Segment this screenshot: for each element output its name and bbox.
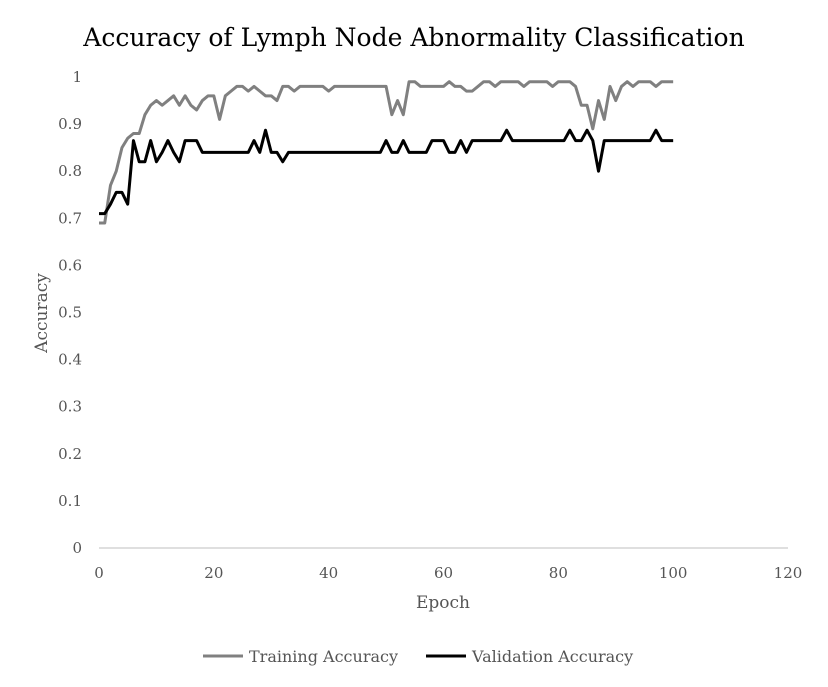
y-tick-label: 0.4 [58,351,82,369]
legend-label-validation: Validation Accuracy [471,647,633,666]
x-tick-label: 80 [549,564,568,582]
legend: Training Accuracy Validation Accuracy [203,647,633,666]
y-tick-label: 0.2 [58,445,82,463]
x-axis-label: Epoch [416,593,470,613]
x-tick-label: 40 [319,564,338,582]
x-tick-label: 20 [204,564,223,582]
chart-title: Accuracy of Lymph Node Abnormality Class… [82,23,744,52]
y-tick-label: 0.5 [58,304,82,322]
series-line-training [99,80,674,225]
x-tick-label: 120 [774,564,803,582]
y-tick-label: 0.8 [58,162,82,180]
y-tick-label: 0.6 [58,256,82,274]
legend-label-training: Training Accuracy [249,647,398,666]
y-tick-label: 0 [72,539,82,557]
y-tick-label: 0.3 [58,398,82,416]
x-tick-label: 100 [659,564,688,582]
x-axis-ticks: 0 20 40 60 80 100 120 [94,564,802,582]
y-tick-label: 0.1 [58,492,82,510]
y-tick-label: 0.9 [58,115,82,133]
series-line-validation [99,128,674,216]
x-tick-label: 0 [94,564,104,582]
y-tick-label: 1 [72,68,82,86]
plot-series [99,80,674,225]
x-tick-label: 60 [434,564,453,582]
y-axis-label: Accuracy [32,273,52,354]
y-axis-ticks: 0 0.1 0.2 0.3 0.4 0.5 0.6 0.7 0.8 0.9 1 [58,68,82,557]
y-tick-label: 0.7 [58,209,82,227]
